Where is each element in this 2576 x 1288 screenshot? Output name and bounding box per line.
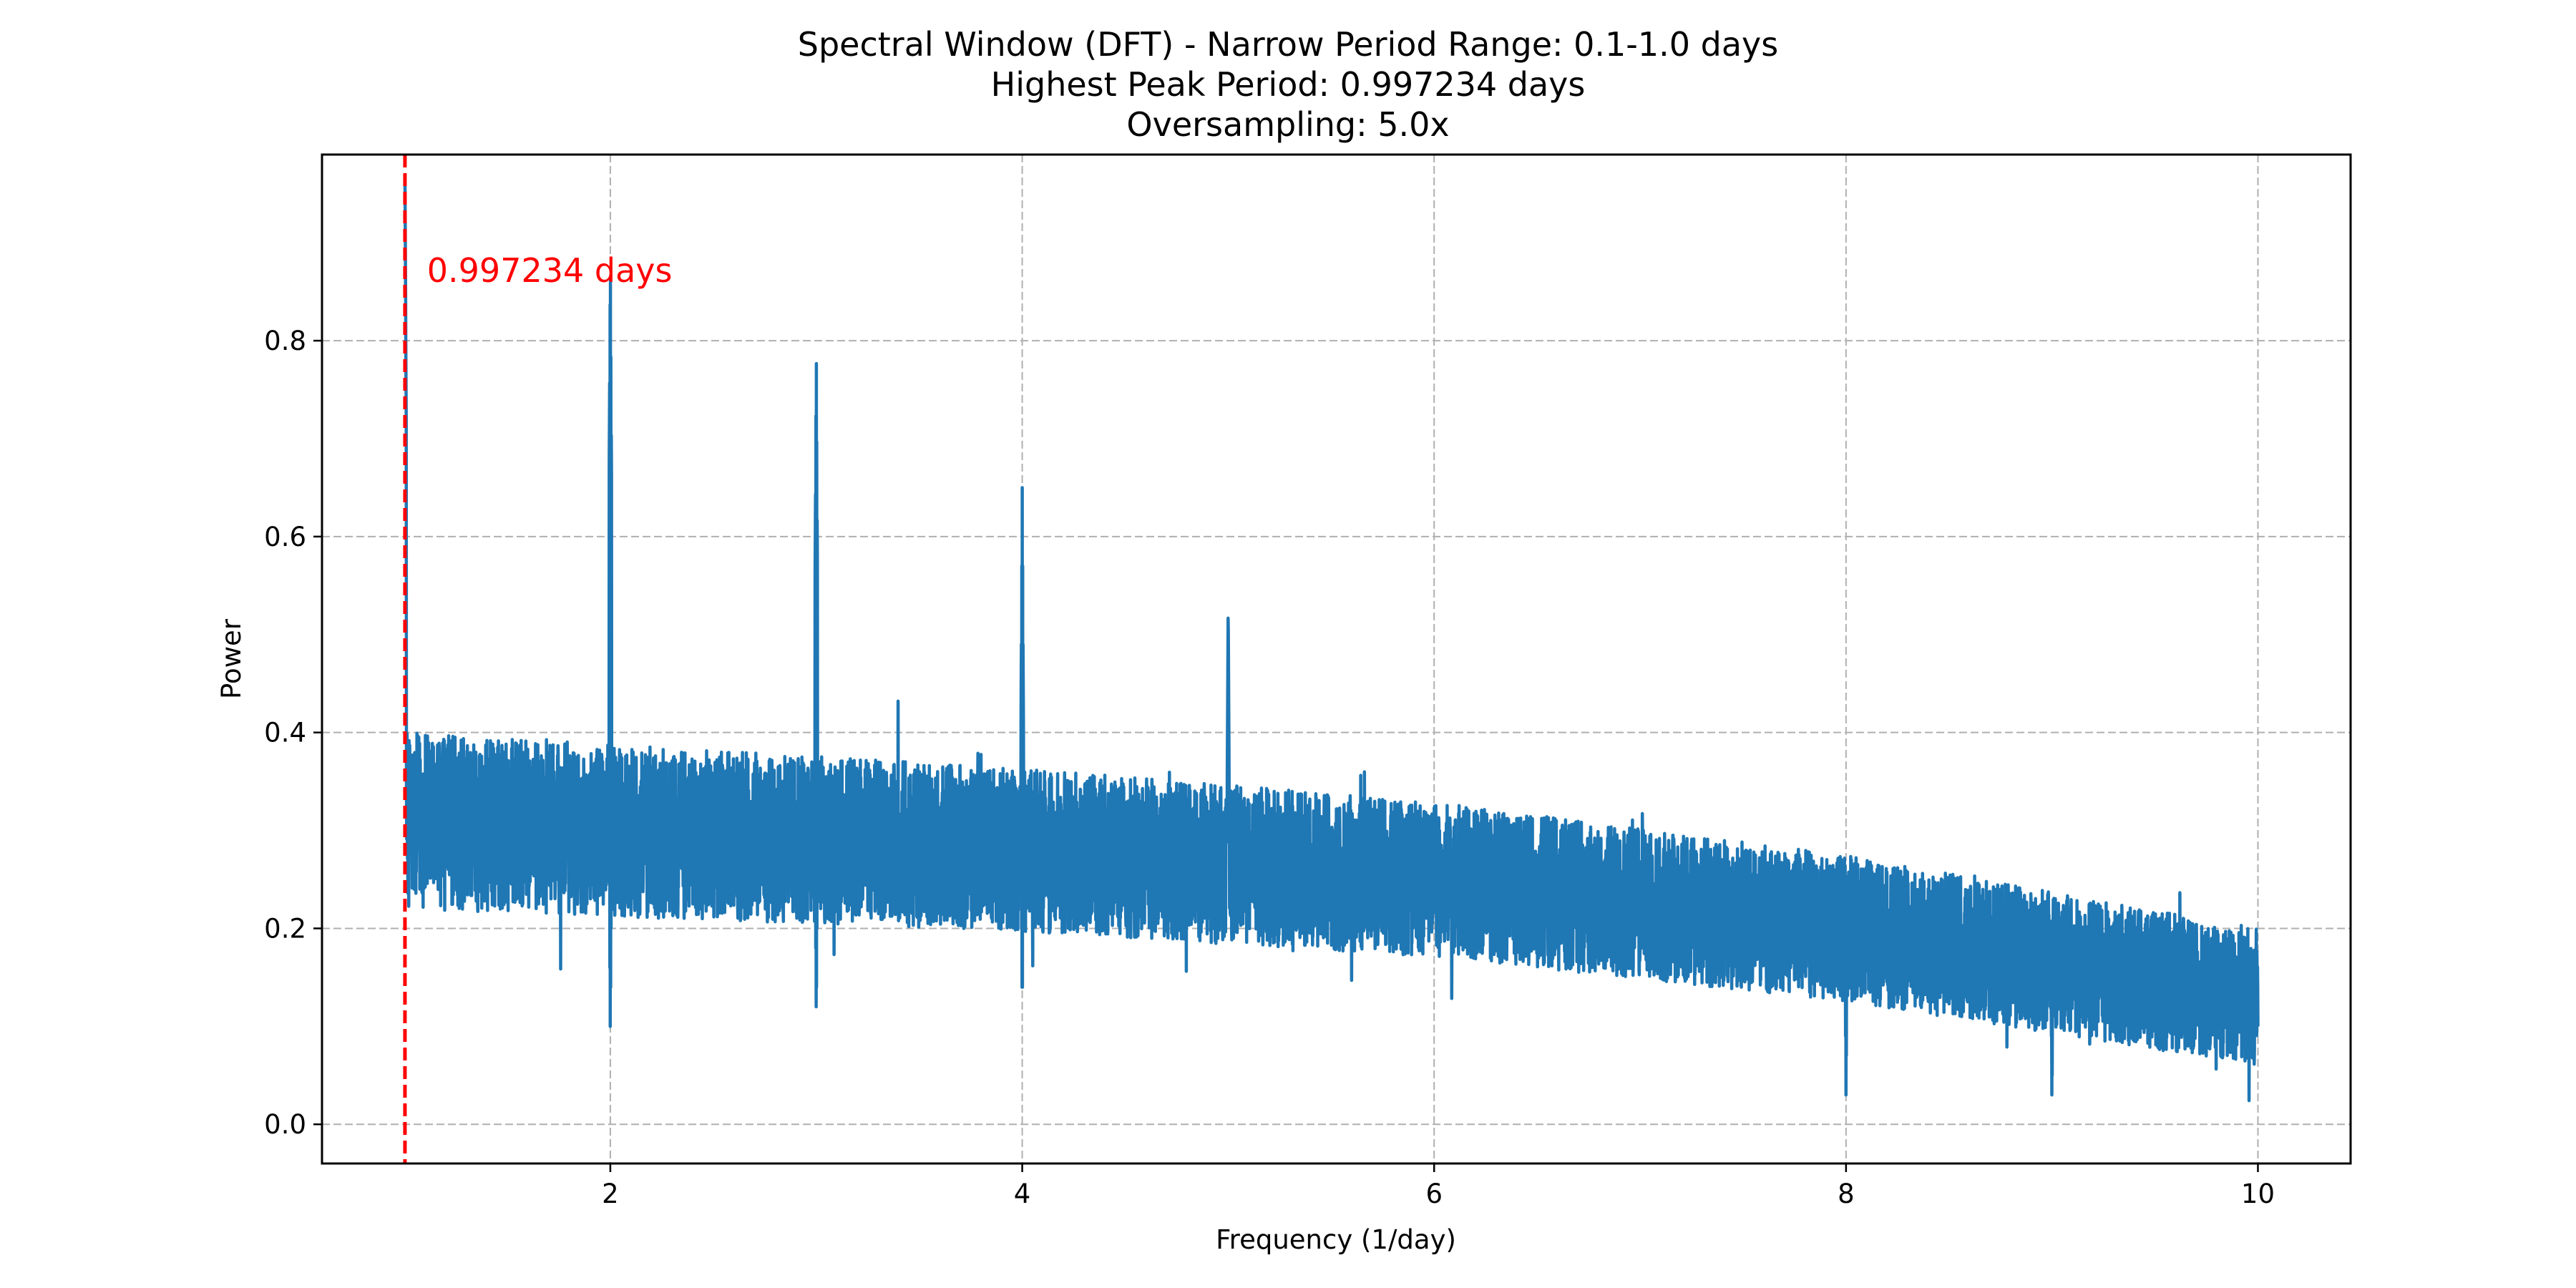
y-tick-label-0: 0.0 [264,1109,306,1140]
x-tick-label-1: 4 [1014,1179,1031,1209]
chart-title-line-3: Oversampling: 5.0x [1126,105,1449,144]
plot-area-frame [321,153,2352,1165]
power-series-line [403,184,2260,1103]
y-tick-label-3: 0.6 [264,522,306,552]
series-group [403,184,2260,1103]
axis-ticks: 2 4 6 8 10 0.0 0.2 0.4 0.6 0.8 [264,326,2275,1209]
chart-title-line-2: Highest Peak Period: 0.997234 days [991,65,1586,104]
x-tick-label-4: 10 [2241,1179,2275,1209]
marker-group: 0.997234 days [403,155,673,1163]
x-axis-label: Frequency (1/day) [1216,1224,1456,1255]
x-tick-label-0: 2 [602,1179,619,1209]
chart-title-line-1: Spectral Window (DFT) - Narrow Period Ra… [798,25,1779,64]
y-tick-label-1: 0.2 [264,913,306,944]
y-axis-label: Power [216,618,247,699]
highest-peak-annotation: 0.997234 days [427,251,673,290]
x-tick-label-2: 6 [1425,1179,1443,1209]
x-tick-label-3: 8 [1838,1179,1855,1209]
y-tick-label-2: 0.4 [264,718,306,748]
y-tick-label-4: 0.8 [264,326,306,356]
